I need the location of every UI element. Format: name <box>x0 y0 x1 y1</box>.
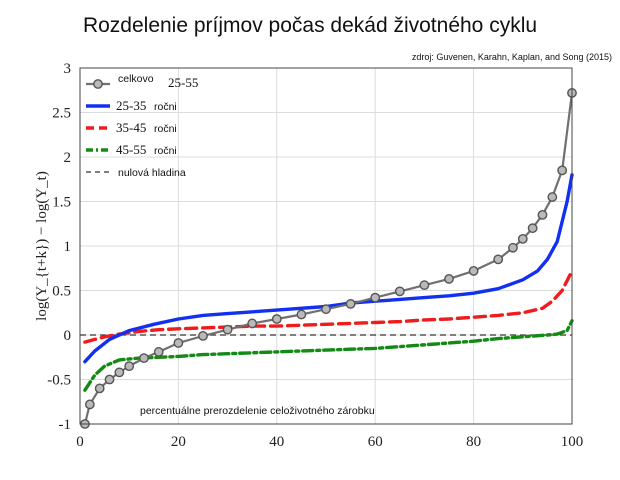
series-line <box>83 269 574 344</box>
series-marker <box>139 353 149 364</box>
series-marker <box>222 324 233 335</box>
series-line <box>83 173 574 364</box>
series-marker <box>104 374 115 385</box>
series-marker <box>345 298 356 309</box>
series-line <box>83 319 574 392</box>
series-marker <box>493 254 504 265</box>
series-marker <box>537 209 548 220</box>
series-marker <box>114 367 125 378</box>
y-axis-label: log(Y_{t+k}) − log(Y_t) <box>34 171 50 321</box>
legend-label-range: 45-55 <box>116 142 146 157</box>
series-marker <box>468 266 479 276</box>
legend-label-range: 25-55 <box>168 75 198 90</box>
legend-label: celkovo <box>118 73 154 85</box>
grid <box>79 67 573 425</box>
series-marker <box>321 304 331 315</box>
legend-label-range: 35-45 <box>116 120 146 135</box>
y-tick-label: 3 <box>64 61 72 77</box>
series-marker <box>84 399 95 410</box>
series-marker <box>94 383 105 394</box>
series-marker <box>547 192 558 202</box>
series-marker <box>527 223 538 234</box>
series-marker <box>153 347 164 357</box>
legend-label-range: 25-35 <box>116 98 146 113</box>
x-tick-label: 40 <box>269 434 284 450</box>
series-marker <box>508 242 518 253</box>
x-tick-label: 100 <box>561 434 584 450</box>
y-tick-label: 0 <box>64 328 72 344</box>
y-tick-label: -0.5 <box>47 373 71 389</box>
x-tick-label: 0 <box>76 434 84 450</box>
x-tick-label: 20 <box>171 434 186 450</box>
series-marker <box>517 233 528 244</box>
y-tick-label: 2.5 <box>52 106 71 122</box>
plot-frame <box>79 67 573 425</box>
x-axis-label: percentuálne prerozdelenie celoživotného… <box>140 405 375 417</box>
legend-label: ročni <box>154 101 177 113</box>
axis-ticks: 0 20 40 60 80 100 -1 -0.5 0 0.5 1 1.5 2 2.5 3 <box>47 61 583 450</box>
legend: celkovo 25-55 25-35 ročni 35-45 ročni 45-55 roč… <box>86 73 198 179</box>
series-marker <box>198 330 208 341</box>
y-tick-label: 1 <box>64 239 72 255</box>
y-tick-label: 0.5 <box>52 284 71 300</box>
legend-marker <box>93 79 103 89</box>
chart-title: Rozdelenie príjmov počas dekád životného… <box>82 14 538 37</box>
y-tick-label: 1.5 <box>52 195 71 211</box>
series-marker <box>394 286 405 297</box>
source-note: zdroj: Guvenen, Karahn, Kaplan, and Song… <box>411 52 612 62</box>
y-tick-label: 2 <box>64 150 72 166</box>
series-marker <box>419 280 430 291</box>
series-marker <box>444 274 454 284</box>
legend-label: ročni <box>154 123 177 135</box>
series-marker <box>296 309 307 320</box>
series-marker <box>370 292 381 303</box>
x-tick-label: 80 <box>466 434 481 450</box>
y-tick-label: -1 <box>59 417 72 433</box>
series-group <box>80 88 577 429</box>
legend-label: nulová hladina <box>118 167 186 179</box>
series-marker <box>247 318 258 329</box>
series-marker <box>271 314 282 324</box>
legend-label: ročni <box>154 145 177 157</box>
series-marker <box>173 338 184 348</box>
series-marker <box>557 165 568 176</box>
x-tick-label: 60 <box>368 434 383 450</box>
series-marker <box>124 361 135 372</box>
